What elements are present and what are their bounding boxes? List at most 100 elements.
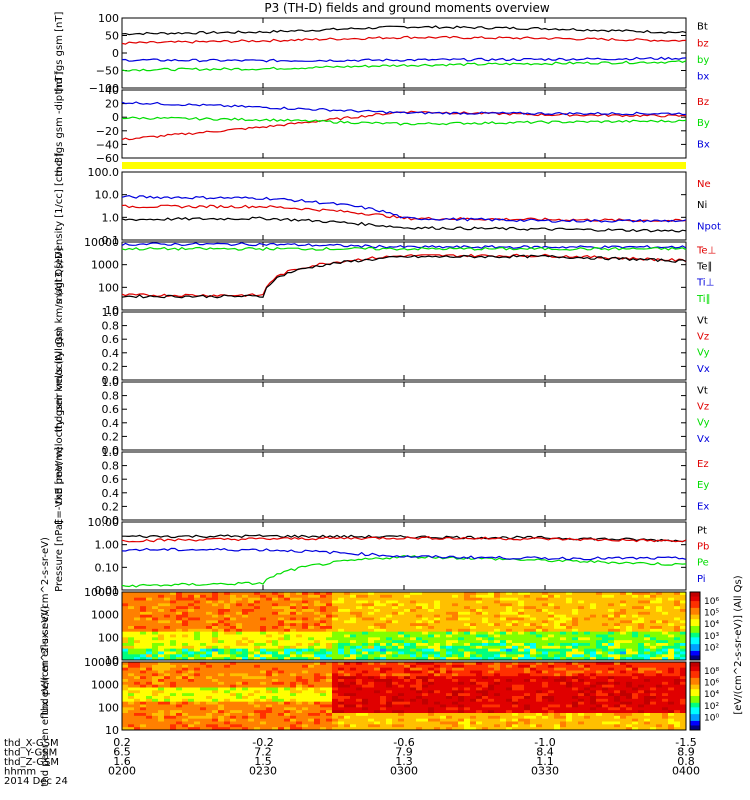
heatmap-cell	[290, 597, 297, 601]
heatmap-cell	[596, 592, 603, 596]
heatmap-cell	[362, 696, 369, 700]
heatmap-cell	[422, 724, 429, 728]
heatmap-cell	[206, 654, 213, 658]
legend-by: by	[697, 55, 709, 66]
heatmap-cell	[632, 651, 639, 655]
heatmap-cell	[296, 718, 303, 722]
heatmap-cell	[290, 701, 297, 705]
heatmap-cell	[182, 648, 189, 652]
heatmap-cell	[482, 664, 489, 669]
heatmap-cell	[620, 673, 627, 677]
heatmap-cell	[398, 592, 405, 596]
heatmap-cell	[260, 713, 267, 717]
heatmap-cell	[446, 676, 453, 680]
heatmap-cell	[320, 693, 327, 697]
colorbar-label: 10⁶	[704, 597, 719, 607]
heatmap-cell	[578, 654, 585, 658]
heatmap-cell	[452, 640, 459, 644]
heatmap-cell	[392, 623, 399, 627]
heatmap-cell	[182, 727, 189, 731]
colorbar-frame	[689, 661, 701, 731]
heatmap-cell	[224, 628, 231, 633]
heatmap-cell	[302, 643, 309, 647]
heatmap-cell	[602, 696, 609, 700]
heatmap-cell	[452, 724, 459, 728]
heatmap-cell	[476, 707, 483, 711]
heatmap-cell	[488, 696, 495, 700]
heatmap-cell	[368, 696, 375, 700]
heatmap-cell	[488, 687, 495, 691]
heatmap-cell	[602, 617, 609, 621]
colorbar-cell	[690, 668, 700, 672]
heatmap-cell	[542, 687, 549, 691]
heatmap-cell	[392, 620, 399, 624]
heatmap-cell	[482, 724, 489, 728]
heatmap-cell	[374, 687, 381, 691]
heatmap-cell	[566, 648, 573, 652]
heatmap-cell	[302, 657, 309, 661]
heatmap-cell	[404, 707, 411, 711]
heatmap-cell	[542, 676, 549, 680]
y-tick-label: 1.0	[102, 306, 120, 319]
heatmap-cell	[338, 693, 345, 697]
heatmap-cell	[212, 681, 219, 686]
colorbar-cell	[690, 626, 700, 629]
heatmap-cell	[440, 701, 447, 705]
heatmap-cell	[206, 592, 213, 596]
y-tick-label: 0.0	[102, 374, 120, 387]
heatmap-cell	[134, 673, 141, 677]
heatmap-cell	[278, 693, 285, 697]
heatmap-cell	[416, 693, 423, 697]
y-tick-label: 100.0	[88, 166, 120, 179]
heatmap-cell	[674, 667, 681, 671]
heatmap-cell	[152, 673, 159, 677]
heatmap-cell	[134, 676, 141, 680]
heatmap-cell	[428, 628, 435, 633]
heatmap-cell	[344, 623, 351, 627]
legend-bz: bz	[697, 38, 709, 49]
heatmap-cell	[452, 676, 459, 680]
heatmap-cell	[488, 609, 495, 613]
heatmap-cell	[434, 620, 441, 624]
heatmap-cell	[632, 667, 639, 671]
heatmap-cell	[422, 715, 429, 720]
heatmap-cell	[194, 662, 201, 666]
heatmap-cell	[128, 609, 135, 613]
heatmap-cell	[434, 626, 441, 630]
heatmap-cell	[572, 628, 579, 633]
heatmap-cell	[374, 721, 381, 725]
heatmap-cell	[242, 640, 249, 644]
heatmap-cell	[404, 727, 411, 731]
heatmap-cell	[296, 609, 303, 613]
heatmap-cell	[188, 651, 195, 655]
heatmap-cell	[602, 704, 609, 708]
heatmap-cell	[644, 684, 651, 688]
heatmap-cell	[428, 626, 435, 630]
heatmap-cell	[452, 597, 459, 601]
heatmap-cell	[422, 617, 429, 621]
heatmap-cell	[278, 620, 285, 624]
heatmap-cell	[602, 631, 609, 635]
heatmap-cell	[308, 713, 315, 717]
heatmap-cell	[464, 600, 471, 604]
heatmap-cell	[560, 701, 567, 705]
heatmap-cell	[488, 657, 495, 661]
heatmap-cell	[368, 640, 375, 644]
heatmap-cell	[614, 620, 621, 624]
heatmap-cell	[386, 727, 393, 731]
heatmap-cell	[344, 707, 351, 711]
heatmap-cell	[188, 626, 195, 630]
heatmap-cell	[554, 620, 561, 624]
heatmap-cell	[188, 670, 195, 674]
heatmap-cell	[536, 724, 543, 728]
heatmap-cell	[512, 637, 519, 641]
heatmap-cell	[338, 620, 345, 624]
heatmap-cell	[194, 684, 201, 688]
heatmap-cell	[596, 718, 603, 722]
heatmap-cell	[614, 713, 621, 717]
heatmap-cell	[458, 724, 465, 728]
heatmap-cell	[290, 704, 297, 708]
heatmap-cell	[536, 643, 543, 647]
heatmap-cell	[404, 724, 411, 728]
heatmap-cell	[512, 634, 519, 638]
